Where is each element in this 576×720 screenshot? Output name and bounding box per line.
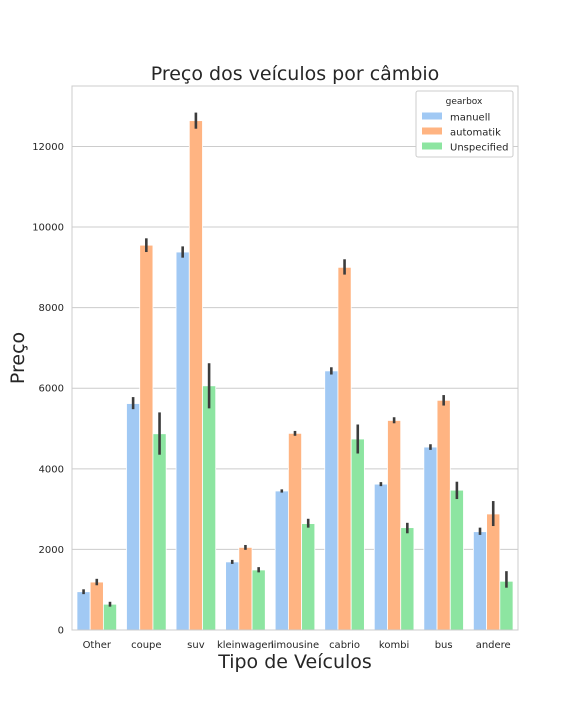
bar (238, 546, 253, 631)
y-tick-label: 0 (58, 626, 64, 637)
bar (102, 603, 118, 631)
legend: gearbox manuell automatik Unspecified (415, 90, 514, 158)
bar (387, 420, 402, 631)
bar (139, 244, 154, 631)
bar (436, 399, 451, 631)
bar (324, 370, 339, 631)
legend-label: manuell (450, 113, 490, 124)
bar (89, 581, 104, 631)
error-bars (82, 112, 508, 607)
y-tick-label: 2000 (39, 545, 64, 556)
bar (287, 432, 303, 631)
x-tick-label: suv (187, 640, 205, 651)
x-axis-label: Tipo de Veículos (217, 651, 372, 673)
bar (449, 489, 464, 631)
legend-box (415, 90, 514, 158)
y-tick-label: 12000 (32, 142, 64, 153)
bar (188, 120, 203, 631)
y-tick-label: 8000 (39, 303, 64, 314)
bar (126, 403, 141, 631)
bar (486, 513, 501, 631)
bar (251, 569, 266, 631)
legend-swatch (422, 112, 442, 120)
y-tick-label: 10000 (32, 223, 64, 234)
bar (472, 531, 488, 631)
legend-swatch (422, 142, 442, 150)
legend-items: manuell automatik Unspecified (422, 112, 508, 154)
y-axis-label: Preço (7, 332, 29, 384)
bar (202, 385, 217, 631)
legend-label: automatik (450, 128, 501, 139)
legend-swatch (422, 127, 442, 135)
legend-label: Unspecified (450, 143, 508, 154)
y-tick-label: 4000 (39, 464, 64, 475)
bar (350, 438, 365, 631)
bar (337, 266, 352, 631)
bar (301, 523, 316, 631)
legend-title: gearbox (446, 97, 483, 107)
bar (274, 490, 289, 631)
bar (175, 251, 190, 631)
x-tick-label: andere (476, 640, 511, 651)
y-tick-labels: 0 2000 4000 6000 8000 10000 12000 (32, 142, 64, 637)
bar (373, 483, 388, 631)
plot-frame (71, 85, 519, 631)
bar (76, 591, 91, 631)
chart-title: Preço dos veículos por câmbio (151, 63, 440, 85)
x-tick-label: Other (83, 640, 112, 651)
bar (152, 433, 167, 631)
x-tick-label: kleinwagen (217, 640, 274, 651)
x-tick-label: kombi (379, 640, 409, 651)
bar (423, 446, 438, 631)
bar (225, 561, 240, 631)
x-tick-label: cabrio (329, 640, 360, 651)
bar (499, 580, 514, 631)
bars (76, 120, 514, 631)
x-tick-label: bus (435, 640, 453, 651)
x-tick-label: coupe (131, 640, 161, 651)
y-tick-label: 6000 (39, 384, 64, 395)
x-tick-label: limousine (271, 640, 319, 651)
bar (400, 527, 415, 631)
